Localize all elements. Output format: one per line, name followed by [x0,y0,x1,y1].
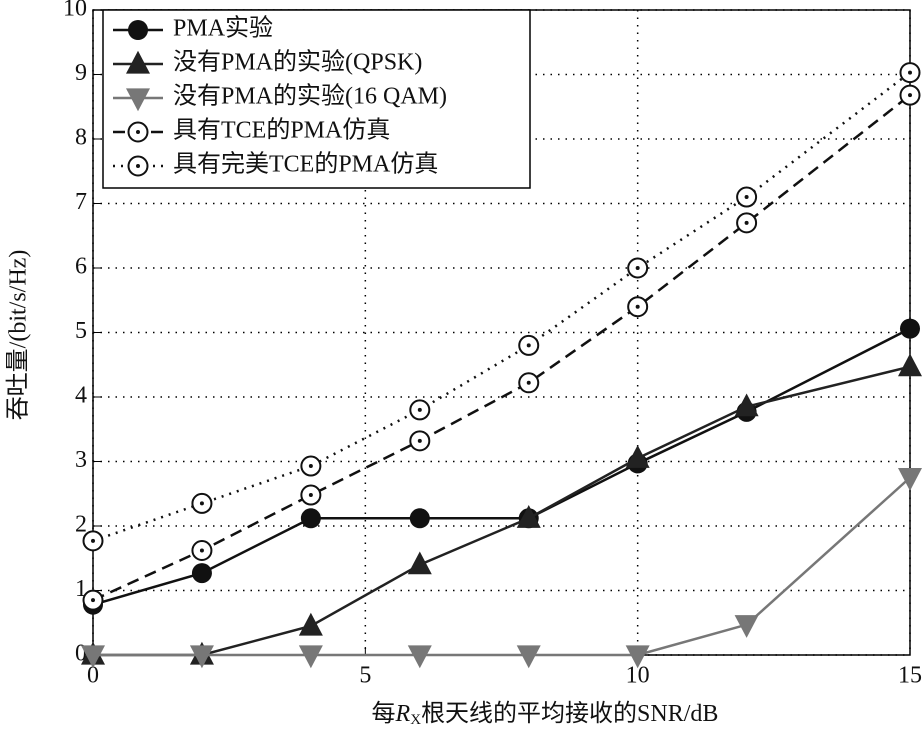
marker [409,508,430,529]
y-axis-label: 吞吐量/(bit/s/Hz) [5,250,32,421]
marker [900,318,920,339]
y-tick-label: 7 [75,189,87,215]
series-line [92,327,911,606]
marker-dot [136,164,140,168]
marker [898,468,922,491]
marker [298,612,323,636]
legend-label: 没有PMA的实验(QPSK) [173,49,422,76]
marker [734,615,759,638]
marker [189,645,214,669]
series-line [93,476,911,657]
series-line [93,365,911,657]
marker-dot [744,195,749,200]
marker [82,589,104,611]
y-tick-label: 10 [63,0,87,22]
marker [300,484,322,506]
legend-label: 具有完美TCE的PMA仿真 [173,151,438,178]
marker-dot [744,220,749,225]
marker [407,551,432,575]
legend-label: PMA实验 [173,15,273,42]
legend-box [102,9,531,189]
marker [191,492,213,514]
marker-dot [908,93,912,98]
y-tick-label: 4 [75,383,87,409]
marker [126,50,150,74]
y-tick-label: 2 [75,512,87,538]
marker [518,334,540,356]
marker-dot [308,464,313,469]
x-tick-label: 0 [87,663,99,689]
marker-dot [136,130,140,134]
marker-dot [526,380,531,385]
marker [298,645,323,669]
legend-label: 具有TCE的PMA仿真 [173,117,390,144]
marker [627,296,649,318]
series-line [92,94,911,602]
marker [627,257,649,279]
x-label-part: 每 [372,700,396,727]
marker-dot [308,493,313,498]
marker [625,645,650,669]
marker [81,645,105,669]
marker [409,430,431,452]
y-tick-label: 5 [75,318,87,344]
x-label-part: R [395,701,411,727]
x-tick-label: 5 [359,663,371,689]
marker [126,88,150,112]
marker-dot [635,266,640,270]
marker [407,645,432,669]
y-tick-label: 8 [75,125,87,151]
marker-dot [417,407,422,412]
marker [898,353,922,377]
marker [300,455,322,477]
marker [516,505,541,528]
marker [899,62,921,84]
marker [516,645,541,669]
marker [300,508,321,529]
marker [899,84,921,106]
marker-dot [91,538,95,543]
marker-dot [417,438,422,443]
marker [127,155,149,177]
marker-dot [908,70,912,75]
marker [518,372,540,394]
marker [734,393,759,417]
marker-dot [91,598,95,603]
marker [191,563,212,584]
y-tick-label: 6 [75,254,87,280]
marker-dot [199,501,204,506]
x-label-part: 根天线的平均接收的SNR/dB [421,700,718,727]
y-tick-label: 9 [75,60,87,86]
legend-label: 没有PMA的实验(16 QAM) [173,83,447,110]
marker-dot [526,343,531,348]
x-axis-label: 每RX根天线的平均接收的SNR/dB [372,700,719,729]
marker [191,540,213,562]
series-line [92,71,911,543]
marker [736,212,758,234]
y-tick-label: 3 [75,447,87,473]
marker [128,20,148,40]
x-tick-label: 15 [898,663,922,689]
marker-dot [635,304,640,309]
marker [736,186,758,208]
marker [127,121,149,143]
marker-dot [199,548,204,553]
x-label-part: X [410,712,421,728]
marker [625,445,650,468]
marker [82,530,104,552]
marker [409,399,431,421]
